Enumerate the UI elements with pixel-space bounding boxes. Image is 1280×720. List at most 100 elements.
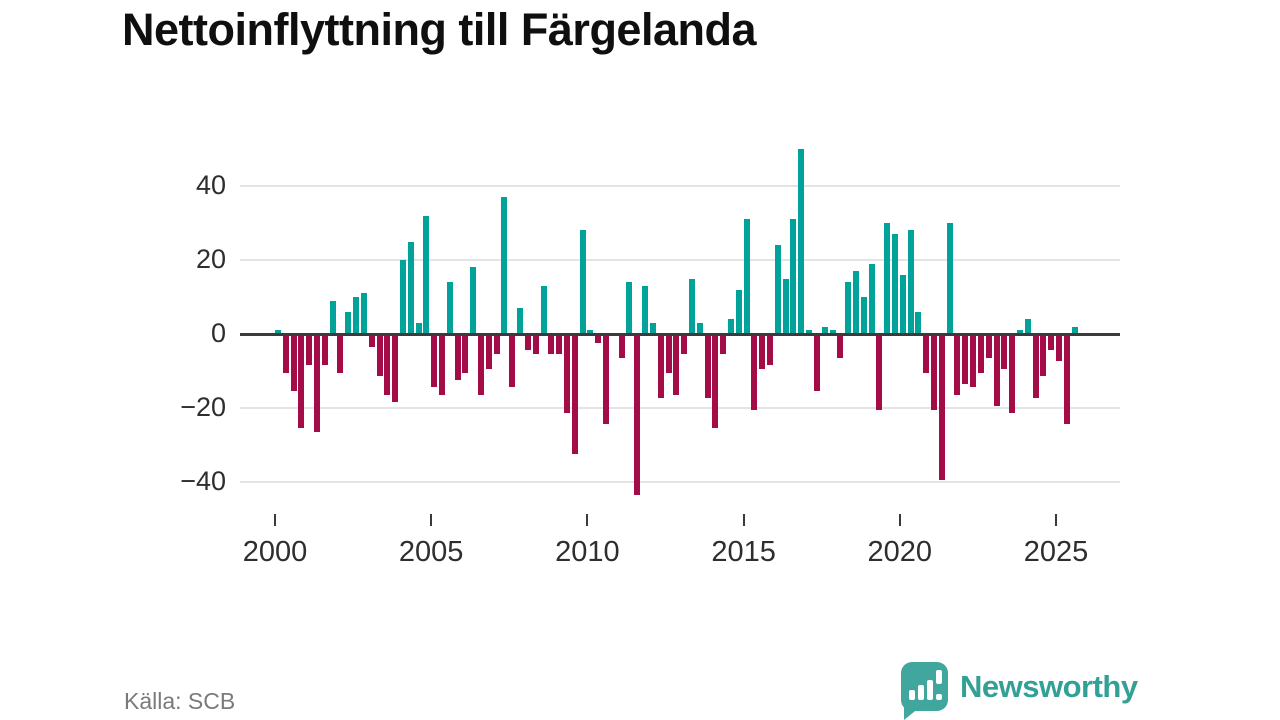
bar-positive — [446, 282, 453, 334]
bar-positive — [1071, 326, 1078, 334]
bar-negative — [970, 335, 977, 388]
bar-negative — [368, 335, 375, 347]
bar-negative — [290, 335, 297, 391]
bar-negative — [1001, 335, 1008, 369]
bar-negative — [665, 335, 672, 373]
bar-negative — [923, 335, 930, 373]
newsworthy-logo: Newsworthy — [901, 662, 1138, 720]
bar-negative — [681, 335, 688, 354]
bar-negative — [1032, 335, 1039, 399]
gridline — [240, 407, 1120, 409]
bar-positive — [415, 322, 422, 334]
bar-negative — [704, 335, 711, 399]
bar-positive — [517, 308, 524, 334]
bar-positive — [1016, 330, 1023, 334]
bar-negative — [509, 335, 516, 388]
bar-negative — [431, 335, 438, 388]
bar-positive — [727, 319, 734, 334]
bar-negative — [876, 335, 883, 410]
bar-positive — [1024, 319, 1031, 334]
bar-positive — [806, 330, 813, 334]
x-tick-mark — [1055, 514, 1057, 526]
bar-negative — [1040, 335, 1047, 377]
bar-positive — [743, 219, 750, 334]
bar-negative — [384, 335, 391, 395]
bar-negative — [376, 335, 383, 377]
bar-negative — [439, 335, 445, 395]
bar-negative — [595, 335, 602, 343]
x-tick-mark — [430, 514, 433, 526]
bar-negative — [954, 335, 961, 395]
bar-positive — [399, 260, 406, 334]
bar-negative — [712, 335, 719, 428]
bar-negative — [532, 335, 539, 354]
bar-negative — [1009, 335, 1016, 414]
bar-negative — [767, 335, 774, 366]
chart-title: Nettoinflyttning till Färgelanda — [122, 4, 757, 55]
x-tick-label: 2010 — [555, 536, 620, 568]
bar-positive — [275, 330, 281, 334]
bar-negative — [657, 335, 664, 399]
bar-positive — [642, 285, 649, 334]
bar-negative — [563, 335, 570, 414]
newsworthy-wordmark: Newsworthy — [960, 668, 1138, 704]
bar-positive — [626, 282, 633, 334]
bar-negative — [759, 335, 766, 369]
x-tick-label: 2000 — [242, 536, 308, 568]
bar-negative — [314, 335, 321, 432]
gridline — [240, 481, 1120, 483]
bar-negative — [485, 335, 492, 369]
bar-positive — [907, 230, 914, 334]
gridline — [240, 185, 1120, 187]
y-tick-label: 40 — [195, 170, 226, 200]
bar-negative — [571, 335, 578, 454]
bar-positive — [329, 300, 336, 334]
x-tick-label: 2025 — [1023, 536, 1089, 568]
bar-positive — [891, 234, 898, 334]
bar-negative — [282, 335, 289, 373]
bar-negative — [985, 335, 992, 358]
bar-positive — [540, 285, 547, 334]
bar-positive — [860, 297, 867, 334]
bar-positive — [353, 297, 360, 334]
bar-negative — [321, 335, 328, 366]
x-tick-label: 2015 — [711, 536, 776, 568]
bar-negative — [813, 335, 820, 391]
bar-positive — [360, 293, 367, 334]
bar-negative — [392, 335, 399, 403]
bar-positive — [345, 311, 352, 334]
bar-negative — [478, 335, 485, 395]
bar-negative — [298, 335, 305, 428]
bar-negative — [720, 335, 727, 354]
bar-positive — [696, 322, 703, 334]
bar-negative — [977, 335, 984, 373]
y-tick-label: −40 — [180, 466, 226, 496]
bar-positive — [423, 215, 430, 334]
bar-positive — [470, 267, 477, 334]
bar-positive — [407, 241, 414, 334]
bar-negative — [837, 335, 844, 358]
y-tick-label: 0 — [210, 318, 226, 348]
bar-negative — [454, 335, 461, 380]
bar-positive — [735, 289, 742, 334]
x-tick-mark — [898, 514, 901, 526]
gridline — [240, 259, 1120, 261]
bar-positive — [688, 278, 695, 334]
bar-negative — [618, 335, 625, 358]
x-tick-mark — [274, 514, 276, 526]
source-label: Källa: SCB — [124, 688, 236, 714]
bar-negative — [673, 335, 680, 395]
bar-negative — [938, 335, 945, 480]
bar-positive — [782, 278, 789, 334]
bar-positive — [868, 263, 875, 334]
bar-negative — [962, 335, 969, 384]
bar-negative — [524, 335, 531, 351]
x-tick-mark — [586, 514, 589, 526]
bar-positive — [946, 223, 953, 334]
bar-negative — [751, 335, 758, 410]
bar-negative — [337, 335, 344, 373]
bar-positive — [899, 274, 906, 334]
bar-positive — [915, 311, 922, 334]
x-axis-line — [240, 332, 1120, 336]
